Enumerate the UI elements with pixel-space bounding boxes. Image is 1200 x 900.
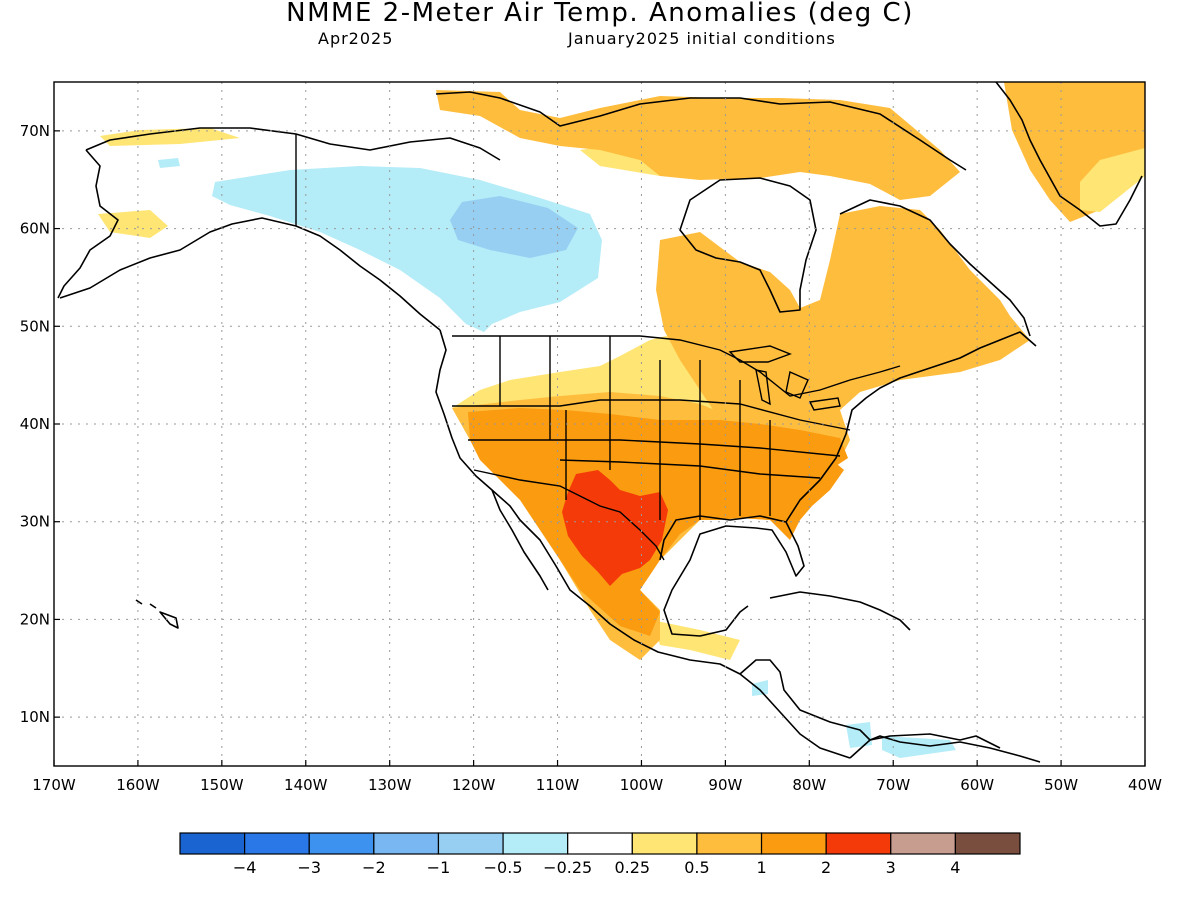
coast-gulf: [659, 515, 805, 637]
lat-tick-label: 30N: [20, 513, 50, 531]
lon-tick-label: 110W: [536, 776, 580, 794]
colorbar-label: 0.5: [684, 858, 709, 877]
lat-tick-label: 40N: [20, 415, 50, 433]
lon-axis-labels: 170W 160W 150W 140W 130W 120W 110W 100W 90W 80W 70…: [32, 760, 1162, 794]
anomaly-caribbean-cool: [752, 680, 956, 758]
coast-central-america: [739, 659, 1041, 763]
lon-tick-label: 120W: [452, 776, 496, 794]
anomaly-light-warm-mexico: [652, 620, 740, 660]
coast-south-america: [849, 733, 1001, 759]
colorbar-label: −0.25: [543, 858, 592, 877]
lon-tick-label: 70W: [876, 776, 910, 794]
coast-east-us: [785, 331, 1037, 523]
political-borders: [295, 134, 901, 561]
colorbar-swatch: [825, 832, 892, 855]
coast-alaska: [59, 217, 441, 331]
colorbar-swatch: [244, 832, 310, 855]
lon-tick-label: 50W: [1044, 776, 1078, 794]
lon-tick-label: 100W: [620, 776, 664, 794]
initial-conditions: January2025 initial conditions: [568, 29, 836, 48]
lon-tick-label: 90W: [708, 776, 742, 794]
lon-tick-label: 80W: [792, 776, 826, 794]
lat-tick-label: 20N: [20, 610, 50, 628]
border-us-canada-east: [639, 335, 901, 397]
coast-cuba: [769, 591, 911, 631]
colorbar-swatch: [502, 832, 569, 855]
colorbar-label: 1: [756, 858, 766, 877]
anomaly-arctic-islands: [436, 90, 960, 200]
colorbar-label: 4: [950, 858, 960, 877]
coast-alaska-west: [57, 149, 119, 299]
coast-arctic-islands: [435, 91, 967, 171]
coast-hawaii: [135, 599, 179, 629]
colorbar-swatch: [760, 832, 827, 855]
colorbar-swatch: [954, 832, 1021, 855]
colorbar: [179, 832, 1021, 855]
colorbar-label: −3: [297, 858, 321, 877]
colorbar-swatch: [308, 832, 375, 855]
great-lakes: [728, 345, 841, 411]
border-us-mexico: [473, 469, 665, 561]
coast-baja: [491, 489, 549, 591]
border-states-h1: [452, 399, 851, 431]
coast-labrador: [839, 199, 1031, 337]
colorbar-label: −0.5: [484, 858, 523, 877]
lat-tick-label: 70N: [20, 122, 50, 140]
coast-hudson-bay: [679, 177, 817, 313]
colorbar-label: −2: [362, 858, 386, 877]
lon-tick-label: 150W: [200, 776, 244, 794]
colorbar-swatch: [631, 832, 698, 855]
anomaly-shading: [98, 82, 1145, 758]
map-plot-area: [54, 82, 1145, 766]
colorbar-labels: −4 −3 −2 −1 −0.5 −0.25 0.25 0.5 1 2 3 4: [233, 858, 961, 877]
coast-pacific-us: [435, 329, 851, 759]
anomaly-eastern-canada-us: [656, 206, 1030, 470]
lon-tick-label: 130W: [368, 776, 412, 794]
colorbar-label: 0.25: [614, 858, 650, 877]
anomaly-alaska-small: [158, 158, 180, 168]
colorbar-label: 2: [821, 858, 831, 877]
colorbar-label: 3: [886, 858, 896, 877]
lon-tick-label: 140W: [284, 776, 328, 794]
lat-tick-label: 50N: [20, 317, 50, 335]
coast-greenland: [995, 82, 1143, 227]
anomaly-greenland-light: [1080, 148, 1145, 212]
graticule: [54, 82, 1145, 766]
chart-title: NMME 2-Meter Air Temp. Anomalies (deg C): [286, 0, 914, 28]
lon-tick-label: 170W: [32, 776, 76, 794]
forecast-month: Apr2025: [318, 29, 394, 48]
coastlines: [57, 82, 1143, 763]
colorbar-swatch: [696, 832, 763, 855]
lat-tick-label: 10N: [20, 708, 50, 726]
lon-tick-label: 160W: [116, 776, 160, 794]
colorbar-label: −1: [427, 858, 451, 877]
colorbar-swatch: [179, 832, 246, 855]
colorbar-swatch: [373, 832, 440, 855]
coast-alaska-north: [85, 127, 501, 161]
colorbar-swatch: [567, 832, 633, 855]
lat-tick-label: 60N: [20, 220, 50, 238]
lon-tick-label: 40W: [1128, 776, 1162, 794]
lat-axis-labels: 70N 60N 50N 40N 30N 20N 10N: [20, 122, 60, 726]
colorbar-swatch: [437, 832, 504, 855]
border-states-v1: [499, 336, 771, 520]
colorbar-label: −4: [233, 858, 257, 877]
anomaly-nwt-core: [450, 196, 578, 258]
lon-tick-label: 60W: [960, 776, 994, 794]
colorbar-swatch: [890, 832, 956, 855]
